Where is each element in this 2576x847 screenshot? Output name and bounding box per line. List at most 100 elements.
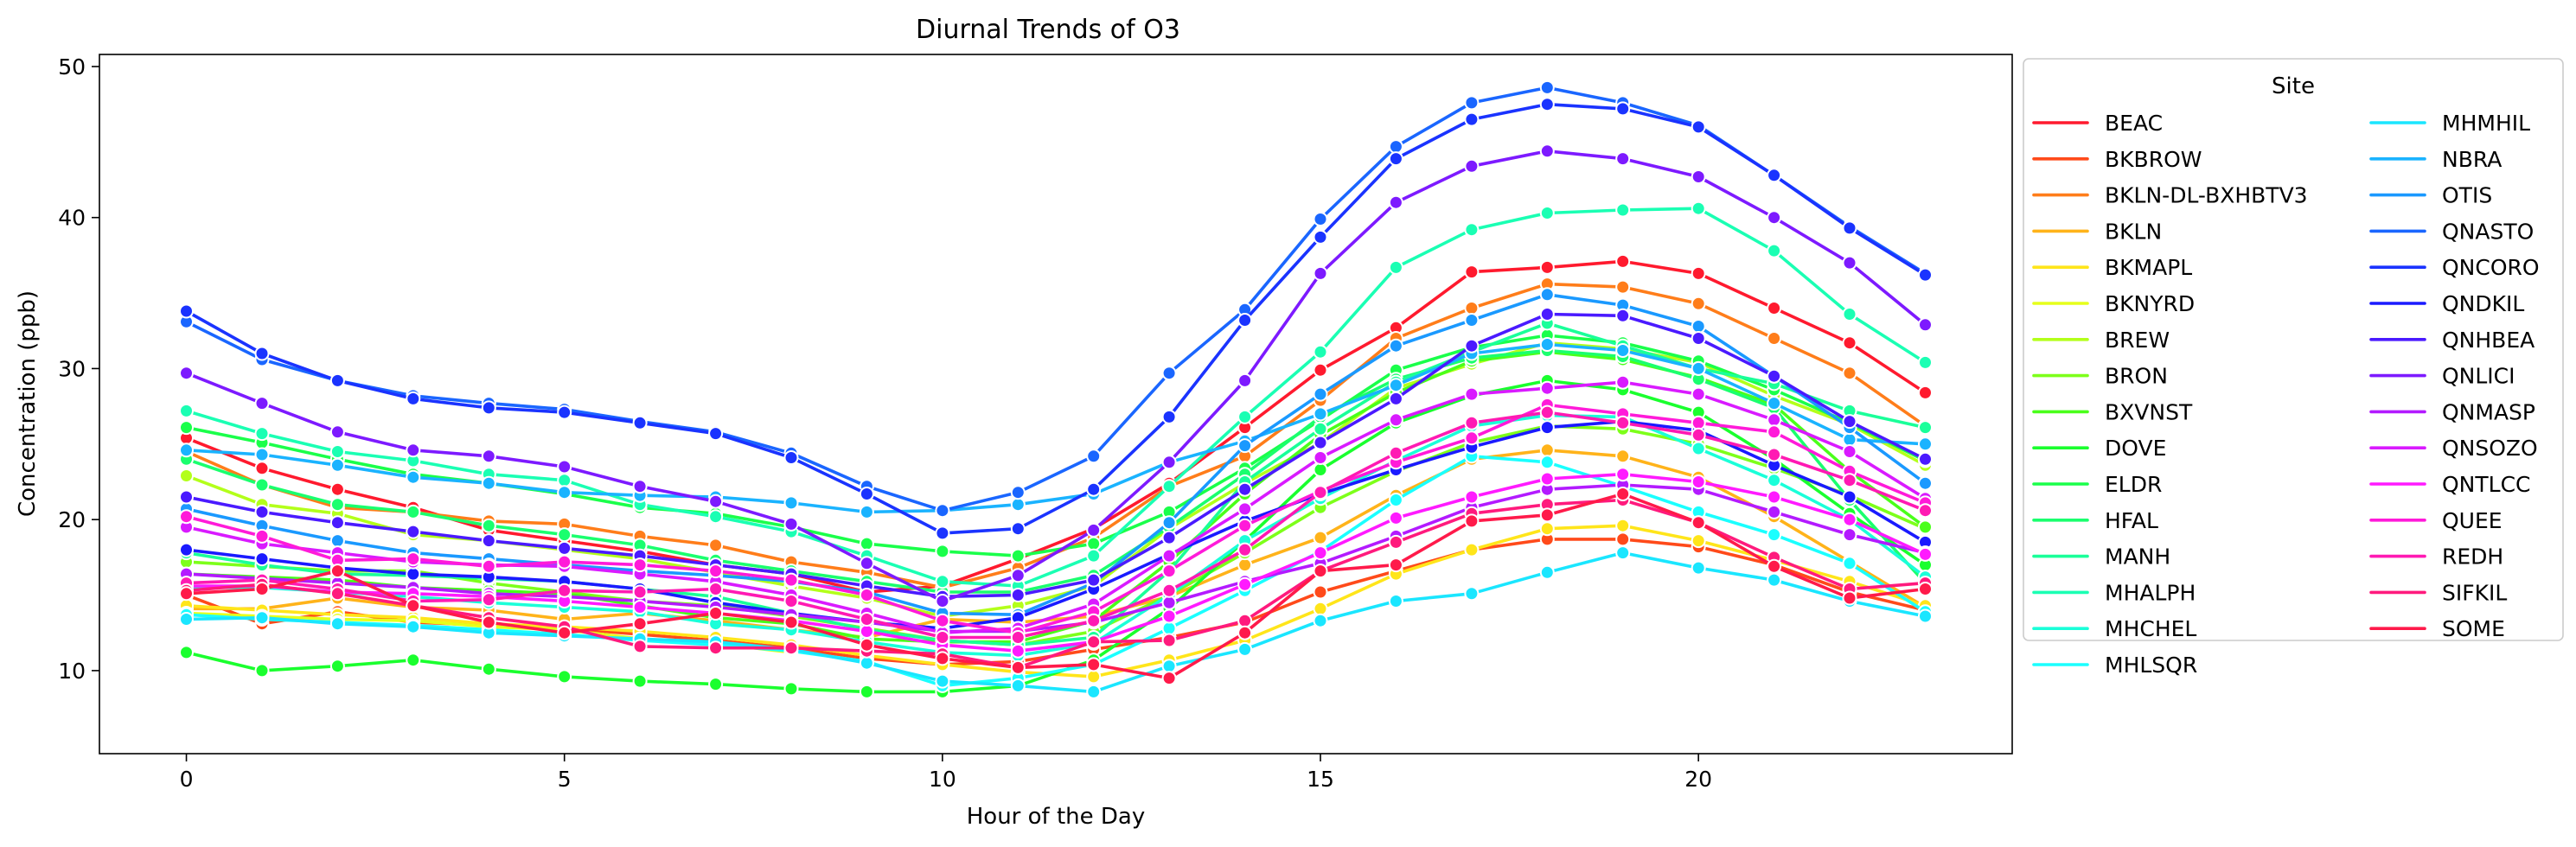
data-point: [1010, 548, 1026, 564]
data-point: [1918, 385, 1933, 400]
legend-label: MANH: [2105, 544, 2170, 570]
data-point: [1615, 518, 1631, 533]
data-point: [1237, 557, 1253, 573]
data-point: [1691, 386, 1706, 402]
data-point: [1161, 548, 1177, 564]
data-point: [481, 475, 496, 491]
data-point: [1539, 337, 1555, 352]
series-MHMHIL: [179, 545, 1933, 699]
data-point: [1313, 545, 1328, 561]
data-point: [1615, 487, 1631, 501]
data-point: [1691, 560, 1706, 576]
x-tick-label: 15: [1307, 767, 1334, 792]
legend-label: QNMASP: [2442, 399, 2535, 424]
data-point: [481, 661, 496, 677]
data-point: [1539, 206, 1555, 220]
data-point: [1539, 143, 1555, 159]
data-point: [406, 598, 421, 614]
data-point: [1010, 630, 1026, 645]
series-layer: [179, 80, 1933, 699]
data-point: [179, 468, 194, 483]
data-point: [179, 366, 194, 381]
data-point: [329, 564, 345, 579]
data-point: [1918, 420, 1933, 436]
data-point: [1237, 576, 1253, 592]
legend-item: REDH: [2369, 544, 2503, 570]
data-point: [329, 444, 345, 459]
data-point: [1691, 360, 1706, 376]
data-point: [1086, 522, 1102, 538]
data-point: [329, 457, 345, 473]
data-point: [1161, 479, 1177, 494]
data-point: [557, 459, 572, 474]
data-point: [935, 673, 950, 689]
legend-label: QNCORO: [2442, 255, 2540, 280]
data-point: [632, 415, 648, 430]
legend-item: QNSOZO: [2369, 436, 2538, 461]
data-point: [859, 536, 874, 551]
data-point: [1313, 406, 1328, 422]
data-point: [1388, 151, 1403, 167]
data-point: [406, 551, 421, 567]
data-point: [254, 504, 270, 519]
data-point: [1918, 519, 1933, 535]
legend-label: QNHBEA: [2442, 328, 2534, 353]
legend-label: MHLSQR: [2105, 653, 2197, 678]
legend-item: OTIS: [2369, 183, 2492, 208]
data-point: [1313, 462, 1328, 477]
legend-label: BRON: [2105, 364, 2168, 389]
legend-items: BEAC BKBROW BKLN-DL-BXHBTV3 BKLN BKMAPL BKNYR…: [2032, 111, 2540, 678]
series-line: [184, 348, 1927, 594]
data-point: [1010, 521, 1026, 537]
data-point: [1161, 409, 1177, 424]
data-point: [406, 653, 421, 668]
data-point: [1464, 489, 1480, 505]
data-point: [329, 586, 345, 602]
data-point: [1010, 678, 1026, 693]
series-line: [184, 207, 1927, 588]
y-axis-label: Concentration (ppb): [15, 290, 41, 517]
data-point: [1918, 451, 1933, 467]
data-point: [1464, 301, 1480, 315]
data-point: [859, 655, 874, 671]
data-point: [557, 473, 572, 488]
legend-item: MHLSQR: [2032, 653, 2197, 678]
data-point: [1086, 613, 1102, 628]
data-point: [1842, 414, 1857, 430]
data-point: [254, 551, 270, 567]
data-point: [254, 582, 270, 596]
legend-item: SOME: [2369, 616, 2505, 641]
data-point: [859, 588, 874, 602]
legend-frame: [2023, 58, 2564, 641]
data-point: [1842, 432, 1857, 448]
data-point: [708, 494, 724, 509]
data-point: [1615, 101, 1631, 117]
data-point: [708, 426, 724, 442]
legend-item: HFAL: [2032, 508, 2158, 533]
legend-label: BKLN: [2105, 219, 2162, 244]
data-point: [1086, 572, 1102, 588]
legend-item: QUEE: [2369, 508, 2502, 533]
data-point: [179, 443, 194, 458]
data-point: [1313, 344, 1328, 360]
legend-item: QNASTO: [2369, 219, 2534, 244]
data-point: [179, 586, 194, 602]
data-point: [1615, 279, 1631, 295]
data-point: [254, 447, 270, 462]
legend-item: BKLN: [2032, 219, 2162, 244]
data-point: [935, 594, 950, 608]
data-point: [1313, 229, 1328, 245]
data-point: [1767, 558, 1782, 574]
data-point: [1388, 139, 1403, 155]
data-point: [1313, 386, 1328, 402]
data-point: [1539, 287, 1555, 302]
data-point: [179, 645, 194, 660]
data-point: [179, 403, 194, 418]
data-point: [1237, 481, 1253, 497]
data-point: [1539, 259, 1555, 275]
legend-item: ELDR: [2032, 472, 2162, 497]
data-point: [1161, 633, 1177, 648]
legend-label: NBRA: [2442, 147, 2502, 172]
data-point: [1464, 158, 1480, 174]
